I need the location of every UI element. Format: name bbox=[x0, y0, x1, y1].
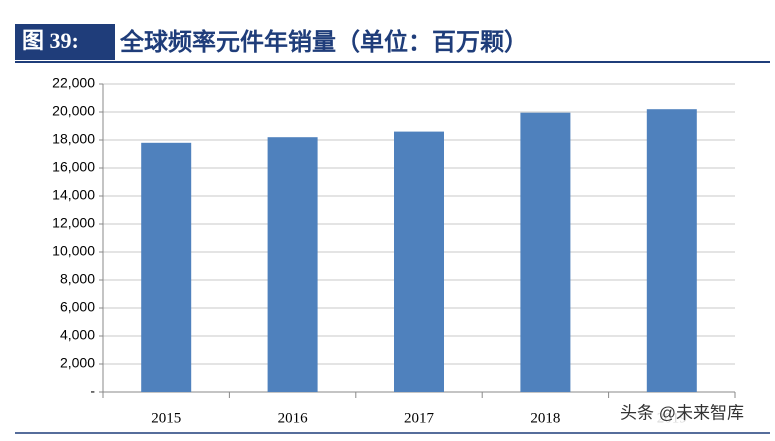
y-tick-label: 20,000 bbox=[52, 103, 95, 119]
y-tick-label: 6,000 bbox=[60, 299, 95, 315]
watermark-bg bbox=[612, 400, 762, 426]
watermark: 头条 @未来智库 bbox=[620, 403, 744, 422]
y-tick-label: 2,000 bbox=[60, 355, 95, 371]
bar bbox=[141, 142, 192, 392]
y-tick-label: 8,000 bbox=[60, 271, 95, 287]
y-tick-label: 18,000 bbox=[52, 131, 95, 147]
x-tick-label: 2015 bbox=[151, 410, 181, 426]
bar bbox=[646, 109, 697, 392]
x-tick-label: 2018 bbox=[530, 410, 560, 426]
bar bbox=[267, 137, 318, 392]
chart-title: 全球频率元件年销量（单位：百万颗） bbox=[119, 28, 528, 56]
figure-label: 图 39: bbox=[22, 28, 79, 53]
y-tick-label: 4,000 bbox=[60, 327, 95, 343]
y-tick-label: 14,000 bbox=[52, 187, 95, 203]
bar bbox=[394, 131, 444, 392]
y-tick-label: 16,000 bbox=[52, 159, 95, 175]
y-tick-label: - bbox=[90, 383, 95, 399]
y-tick-label: 22,000 bbox=[52, 75, 95, 91]
y-tick-label: 12,000 bbox=[52, 215, 95, 231]
figure-label-box bbox=[15, 24, 115, 60]
bar bbox=[520, 112, 571, 392]
y-tick-label: 10,000 bbox=[52, 243, 95, 259]
x-tick-label: 2017 bbox=[404, 410, 435, 426]
x-tick-label: 2016 bbox=[278, 410, 309, 426]
